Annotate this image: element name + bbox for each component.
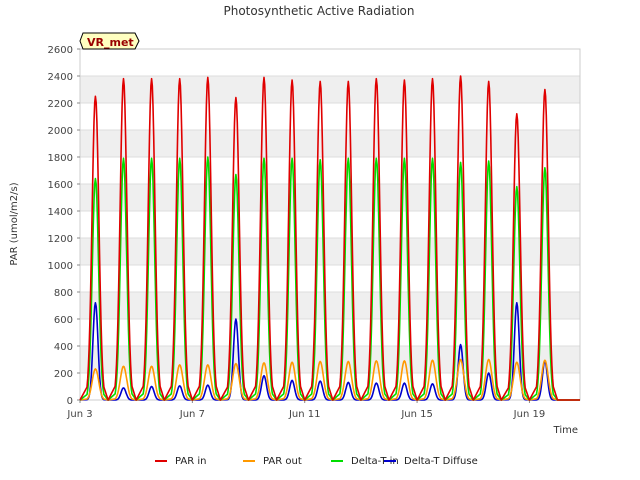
x-tick-label: Jun 11	[288, 409, 321, 420]
legend-label: PAR in	[175, 456, 206, 467]
series-line-1	[79, 358, 581, 401]
y-tick-label: 0	[67, 396, 73, 407]
grid-band	[80, 130, 580, 157]
y-tick-label: 600	[54, 315, 73, 326]
y-tick-label: 800	[54, 288, 73, 299]
y-tick-label: 400	[54, 342, 73, 353]
site-badge-box	[79, 32, 140, 50]
x-tick-label: Jun 7	[179, 409, 205, 420]
grid-band	[80, 292, 580, 319]
grid-band	[80, 238, 580, 265]
y-axis-label: PAR (umol/m2/s)	[9, 182, 20, 265]
y-tick-label: 2200	[48, 99, 73, 110]
y-tick-label: 1800	[48, 153, 73, 164]
site-badge-label: VR_met	[87, 36, 134, 49]
x-tick-label: Jun 3	[66, 409, 92, 420]
legend-label: Delta-T in	[351, 456, 399, 467]
legend-label: Delta-T Diffuse	[404, 456, 478, 467]
y-axis: 0 200 400 600 800 1000 1200 1400 1600 1800 2000 220…	[48, 45, 80, 407]
chart-title: Photosynthetic Active Radiation	[224, 4, 415, 18]
y-tick-label: 1600	[48, 180, 73, 191]
y-tick-label: 2600	[48, 45, 73, 56]
y-tick-label: 200	[54, 369, 73, 380]
series-line-2	[79, 156, 581, 401]
legend: PAR in PAR out Delta-T in Delta-T Diffuse	[155, 456, 478, 467]
grid-band	[80, 76, 580, 103]
x-tick-label: Jun 15	[400, 409, 433, 420]
y-tick-label: 1000	[48, 261, 73, 272]
y-tick-label: 2000	[48, 126, 73, 137]
y-tick-label: 1400	[48, 207, 73, 218]
site-badge: VR_met	[79, 32, 140, 50]
x-axis-label: Time	[553, 425, 578, 436]
grid-bands	[80, 76, 580, 373]
grid-band	[80, 184, 580, 211]
legend-label: PAR out	[263, 456, 302, 467]
series-lines	[79, 75, 581, 401]
x-tick-label: Jun 19	[513, 409, 546, 420]
series-line-0	[79, 75, 581, 401]
y-tick-label: 1200	[48, 234, 73, 245]
y-tick-label: 2400	[48, 72, 73, 83]
grid-band	[80, 346, 580, 373]
